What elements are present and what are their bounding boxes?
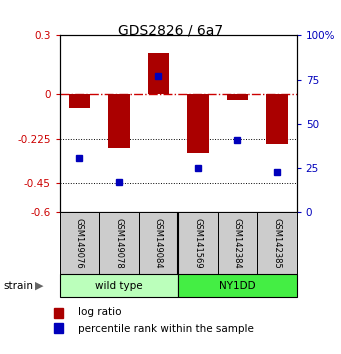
Text: GSM142385: GSM142385 xyxy=(272,218,281,269)
Bar xyxy=(99,212,139,274)
Text: GSM149076: GSM149076 xyxy=(75,218,84,269)
Text: GDS2826 / 6a7: GDS2826 / 6a7 xyxy=(118,23,223,37)
Text: strain: strain xyxy=(3,281,33,291)
Text: ▶: ▶ xyxy=(35,281,43,291)
Bar xyxy=(69,95,90,108)
Bar xyxy=(108,95,130,148)
Bar xyxy=(54,308,63,318)
Text: wild type: wild type xyxy=(95,281,143,291)
Text: percentile rank within the sample: percentile rank within the sample xyxy=(78,324,254,334)
Text: log ratio: log ratio xyxy=(78,307,122,317)
Text: GSM149084: GSM149084 xyxy=(154,218,163,269)
Bar xyxy=(257,212,297,274)
Bar xyxy=(187,95,209,153)
Bar xyxy=(178,212,218,274)
Bar xyxy=(60,212,99,274)
Text: NY1DD: NY1DD xyxy=(219,281,256,291)
Bar xyxy=(54,323,63,333)
Bar xyxy=(60,274,178,297)
Bar xyxy=(178,274,297,297)
Text: GSM141569: GSM141569 xyxy=(193,218,203,269)
Text: GSM142384: GSM142384 xyxy=(233,218,242,269)
Text: GSM149078: GSM149078 xyxy=(115,218,123,269)
Bar xyxy=(148,53,169,95)
Bar xyxy=(218,212,257,274)
Bar xyxy=(266,95,288,144)
Bar xyxy=(139,212,178,274)
Bar xyxy=(226,95,248,100)
